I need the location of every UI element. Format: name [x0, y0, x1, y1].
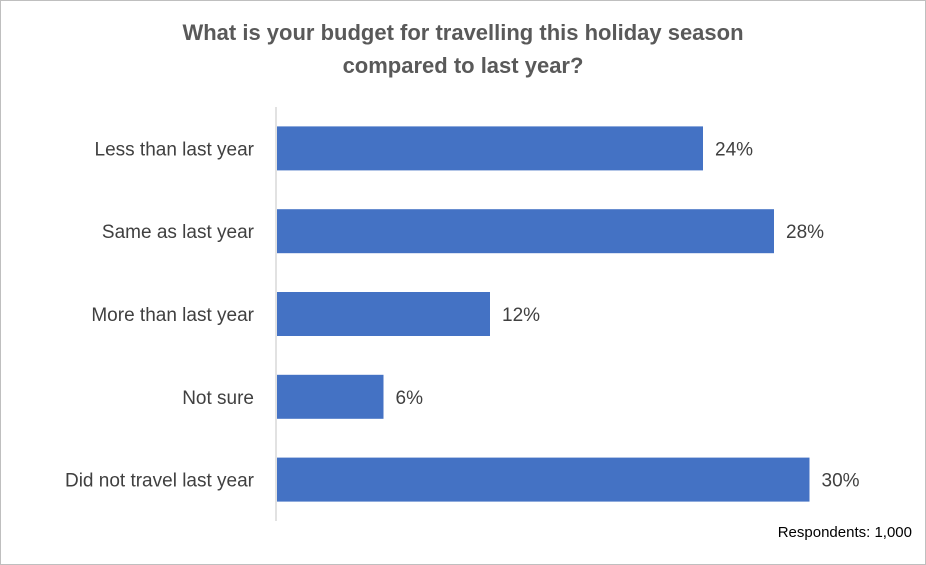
- chart-title: What is your budget for travelling this …: [0, 16, 926, 82]
- bar: [277, 457, 810, 502]
- bar-group: More than last year 12%: [91, 292, 540, 336]
- bar: [277, 209, 774, 254]
- chart-title-line-2: compared to last year?: [342, 53, 584, 78]
- bar-group: Did not travel last year 30%: [65, 457, 860, 502]
- category-label: More than last year: [91, 305, 254, 326]
- data-label: 12%: [502, 305, 540, 326]
- bar-group: Not sure 6%: [182, 374, 424, 419]
- bar-group: Same as last year 28%: [102, 209, 824, 254]
- category-label: Same as last year: [102, 222, 255, 243]
- bar: [277, 374, 384, 419]
- category-label: Not sure: [182, 388, 254, 409]
- data-label: 30%: [822, 471, 860, 492]
- category-label: Did not travel last year: [65, 471, 255, 492]
- bar: [277, 126, 703, 171]
- chart-title-line-1: What is your budget for travelling this …: [182, 20, 744, 45]
- bar: [277, 292, 490, 336]
- bar-group: Less than last year 24%: [95, 126, 753, 171]
- data-label: 24%: [715, 139, 753, 160]
- data-label: 6%: [396, 388, 424, 409]
- respondents-note: Respondents: 1,000: [777, 524, 912, 541]
- category-label: Less than last year: [95, 139, 255, 160]
- data-label: 28%: [786, 222, 824, 243]
